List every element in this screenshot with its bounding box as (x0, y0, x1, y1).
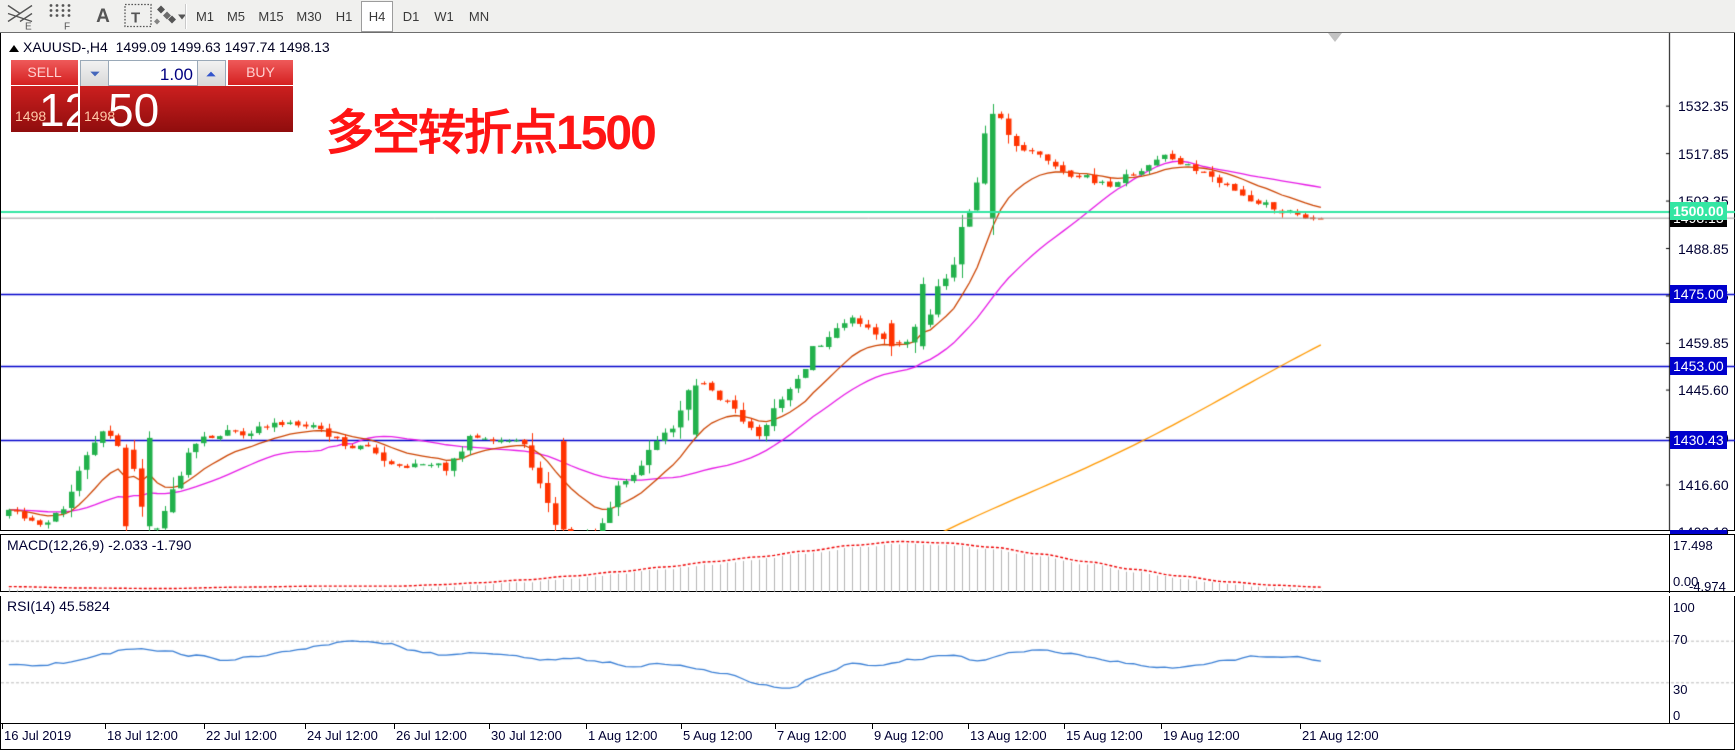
svg-text:F: F (64, 22, 70, 33)
svg-text:E: E (25, 22, 32, 33)
svg-text:T: T (131, 10, 140, 27)
